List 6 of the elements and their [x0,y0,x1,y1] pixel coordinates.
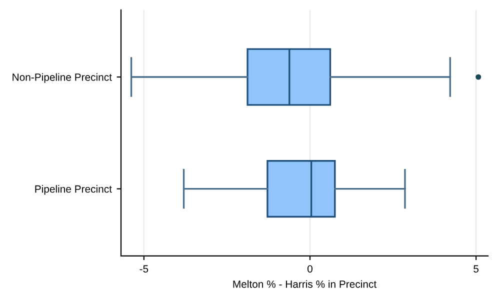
x-tick-label: 5 [474,265,479,273]
x-tick-label: 0 [307,265,312,273]
x-tick-label: -5 [140,265,148,273]
y-tick-label: Pipeline Precinct [35,185,112,195]
y-tick-label: Non-Pipeline Precinct [12,73,112,83]
x-axis-title: Melton % - Harris % in Precinct [233,280,376,288]
